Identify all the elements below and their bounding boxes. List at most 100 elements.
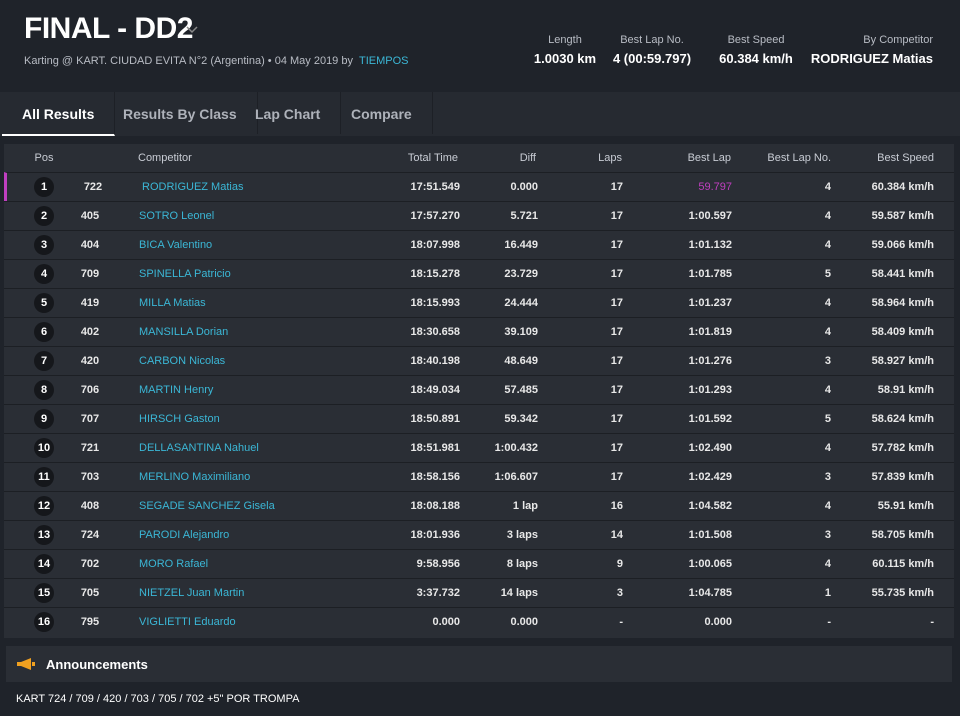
column-header: Total Time (407, 152, 458, 164)
best-lap: 1:01.237 (688, 297, 732, 309)
competitor-name[interactable]: SOTRO Leonel (139, 210, 215, 222)
diff: 0.000 (510, 181, 538, 193)
total-time: 18:51.981 (410, 442, 460, 454)
laps: 9 (616, 558, 623, 570)
diff: 1:00.432 (494, 442, 538, 454)
kart-number: 404 (80, 239, 100, 251)
best-lap: 1:01.819 (688, 326, 732, 338)
position-badge: 3 (34, 235, 54, 255)
best-speed: 58.91 km/h (877, 384, 934, 396)
best-lap-no: 4 (824, 297, 831, 309)
result-row: 14 702 MORO Rafael 9:58.956 8 laps 9 1:00.065 4… (4, 549, 954, 578)
best-speed: 58.441 km/h (871, 268, 934, 280)
position-badge: 9 (34, 409, 54, 429)
column-header: Diff (519, 152, 536, 164)
announcement-text: KART 724 / 709 / 420 / 703 / 705 / 702 +… (16, 693, 300, 705)
stat-value: RODRIGUEZ Matias (810, 51, 933, 66)
total-time: 18:50.891 (410, 413, 460, 425)
diff: 23.729 (504, 268, 538, 280)
best-speed: 59.066 km/h (871, 239, 934, 251)
kart-number: 419 (80, 297, 100, 309)
best-speed: 60.115 km/h (872, 558, 934, 570)
kart-number: 405 (80, 210, 100, 222)
laps: - (619, 616, 623, 628)
laps: 3 (616, 587, 623, 599)
laps: 17 (610, 442, 623, 454)
competitor-name[interactable]: SPINELLA Patricio (139, 268, 231, 280)
laps: 17 (610, 268, 623, 280)
column-header: Laps (598, 152, 622, 164)
total-time: 0.000 (432, 616, 460, 628)
best-lap: 1:04.785 (688, 587, 732, 599)
tab[interactable]: Lap Chart (235, 92, 342, 134)
position-badge: 15 (34, 583, 54, 603)
event-title: FINAL - DD2 (24, 12, 193, 45)
best-lap-no: - (827, 616, 831, 628)
best-speed: 60.384 km/h (871, 181, 934, 193)
competitor-name[interactable]: SEGADE SANCHEZ Gisela (139, 500, 275, 512)
competitor-name[interactable]: RODRIGUEZ Matias (142, 181, 244, 193)
laps: 17 (610, 384, 623, 396)
stat-label: Length (548, 34, 582, 46)
result-row: 8 706 MARTIN Henry 18:49.034 57.485 17 1:01.29… (4, 375, 954, 404)
stat-label: Best Speed (727, 34, 785, 46)
column-header: Best Lap (687, 152, 731, 164)
competitor-name[interactable]: BICA Valentino (139, 239, 213, 251)
competitor-name[interactable]: MERLINO Maximiliano (139, 471, 251, 483)
total-time: 18:15.993 (410, 297, 460, 309)
best-speed: 55.91 km/h (877, 500, 934, 512)
best-lap: 1:01.785 (688, 268, 732, 280)
result-row: 2 405 SOTRO Leonel 17:57.270 5.721 17 1:00.597… (4, 201, 954, 230)
kart-number: 703 (80, 471, 100, 483)
competitor-name[interactable]: VIGLIETTI Eduardo (139, 616, 236, 628)
competitor-name[interactable]: NIETZEL Juan Martin (139, 587, 245, 599)
result-row: 4 709 SPINELLA Patricio 18:15.278 23.729 17 1:… (4, 259, 954, 288)
result-row: 12 408 SEGADE SANCHEZ Gisela 18:08.188 1 lap… (4, 491, 954, 520)
competitor-name[interactable]: MANSILLA Dorian (139, 326, 229, 338)
competitor-name[interactable]: MILLA Matias (139, 297, 206, 309)
best-speed: 58.624 km/h (871, 413, 934, 425)
tab[interactable]: Results By Class (103, 92, 258, 134)
tab[interactable]: Compare (331, 92, 433, 134)
best-lap: 0.000 (704, 616, 732, 628)
position-badge: 13 (34, 525, 54, 545)
best-lap-no: 5 (824, 268, 831, 280)
competitor-name[interactable]: MORO Rafael (139, 558, 209, 570)
megaphone-icon (17, 658, 35, 670)
result-row: 13 724 PARODI Alejandro 18:01.936 3 laps 14 1:… (4, 520, 954, 549)
kart-number: 795 (80, 616, 100, 628)
competitor-name[interactable]: MARTIN Henry (139, 384, 214, 396)
laps: 17 (610, 471, 623, 483)
competitor-name[interactable]: DELLASANTINA Nahuel (139, 442, 259, 454)
kart-number: 420 (80, 355, 100, 367)
diff: 1:06.607 (494, 471, 538, 483)
best-lap-no: 3 (824, 355, 831, 367)
best-speed: 55.735 km/h (871, 587, 934, 599)
best-speed: 57.782 km/h (871, 442, 934, 454)
event-subtitle: Karting @ KART. CIUDAD EVITA N°2 (Argent… (24, 55, 409, 67)
best-lap: 1:02.490 (688, 442, 732, 454)
best-lap: 1:01.592 (688, 413, 732, 425)
position-badge: 8 (34, 380, 54, 400)
position-badge: 11 (34, 467, 54, 487)
position-badge: 12 (34, 496, 54, 516)
stat-value: 60.384 km/h (719, 51, 793, 66)
competitor-name[interactable]: PARODI Alejandro (139, 529, 230, 541)
diff: 1 lap (512, 500, 538, 512)
timing-link[interactable]: TIEMPOS (358, 55, 409, 67)
kart-number: 702 (80, 558, 100, 570)
best-speed: - (930, 616, 934, 628)
best-speed: 57.839 km/h (871, 471, 934, 483)
best-speed: 59.587 km/h (871, 210, 934, 222)
tab[interactable]: All Results (2, 92, 116, 136)
result-row: 7 420 CARBON Nicolas 18:40.198 48.649 17 1:01.… (4, 346, 954, 375)
total-time: 18:01.936 (410, 529, 460, 541)
dropdown-caret[interactable] (186, 26, 198, 34)
best-speed: 58.705 km/h (871, 529, 934, 541)
competitor-name[interactable]: CARBON Nicolas (139, 355, 226, 367)
competitor-name[interactable]: HIRSCH Gaston (139, 413, 220, 425)
best-lap-no: 1 (824, 587, 831, 599)
result-row: 10 721 DELLASANTINA Nahuel 18:51.981 1:00.43… (4, 433, 954, 462)
best-lap: 1:01.293 (688, 384, 732, 396)
